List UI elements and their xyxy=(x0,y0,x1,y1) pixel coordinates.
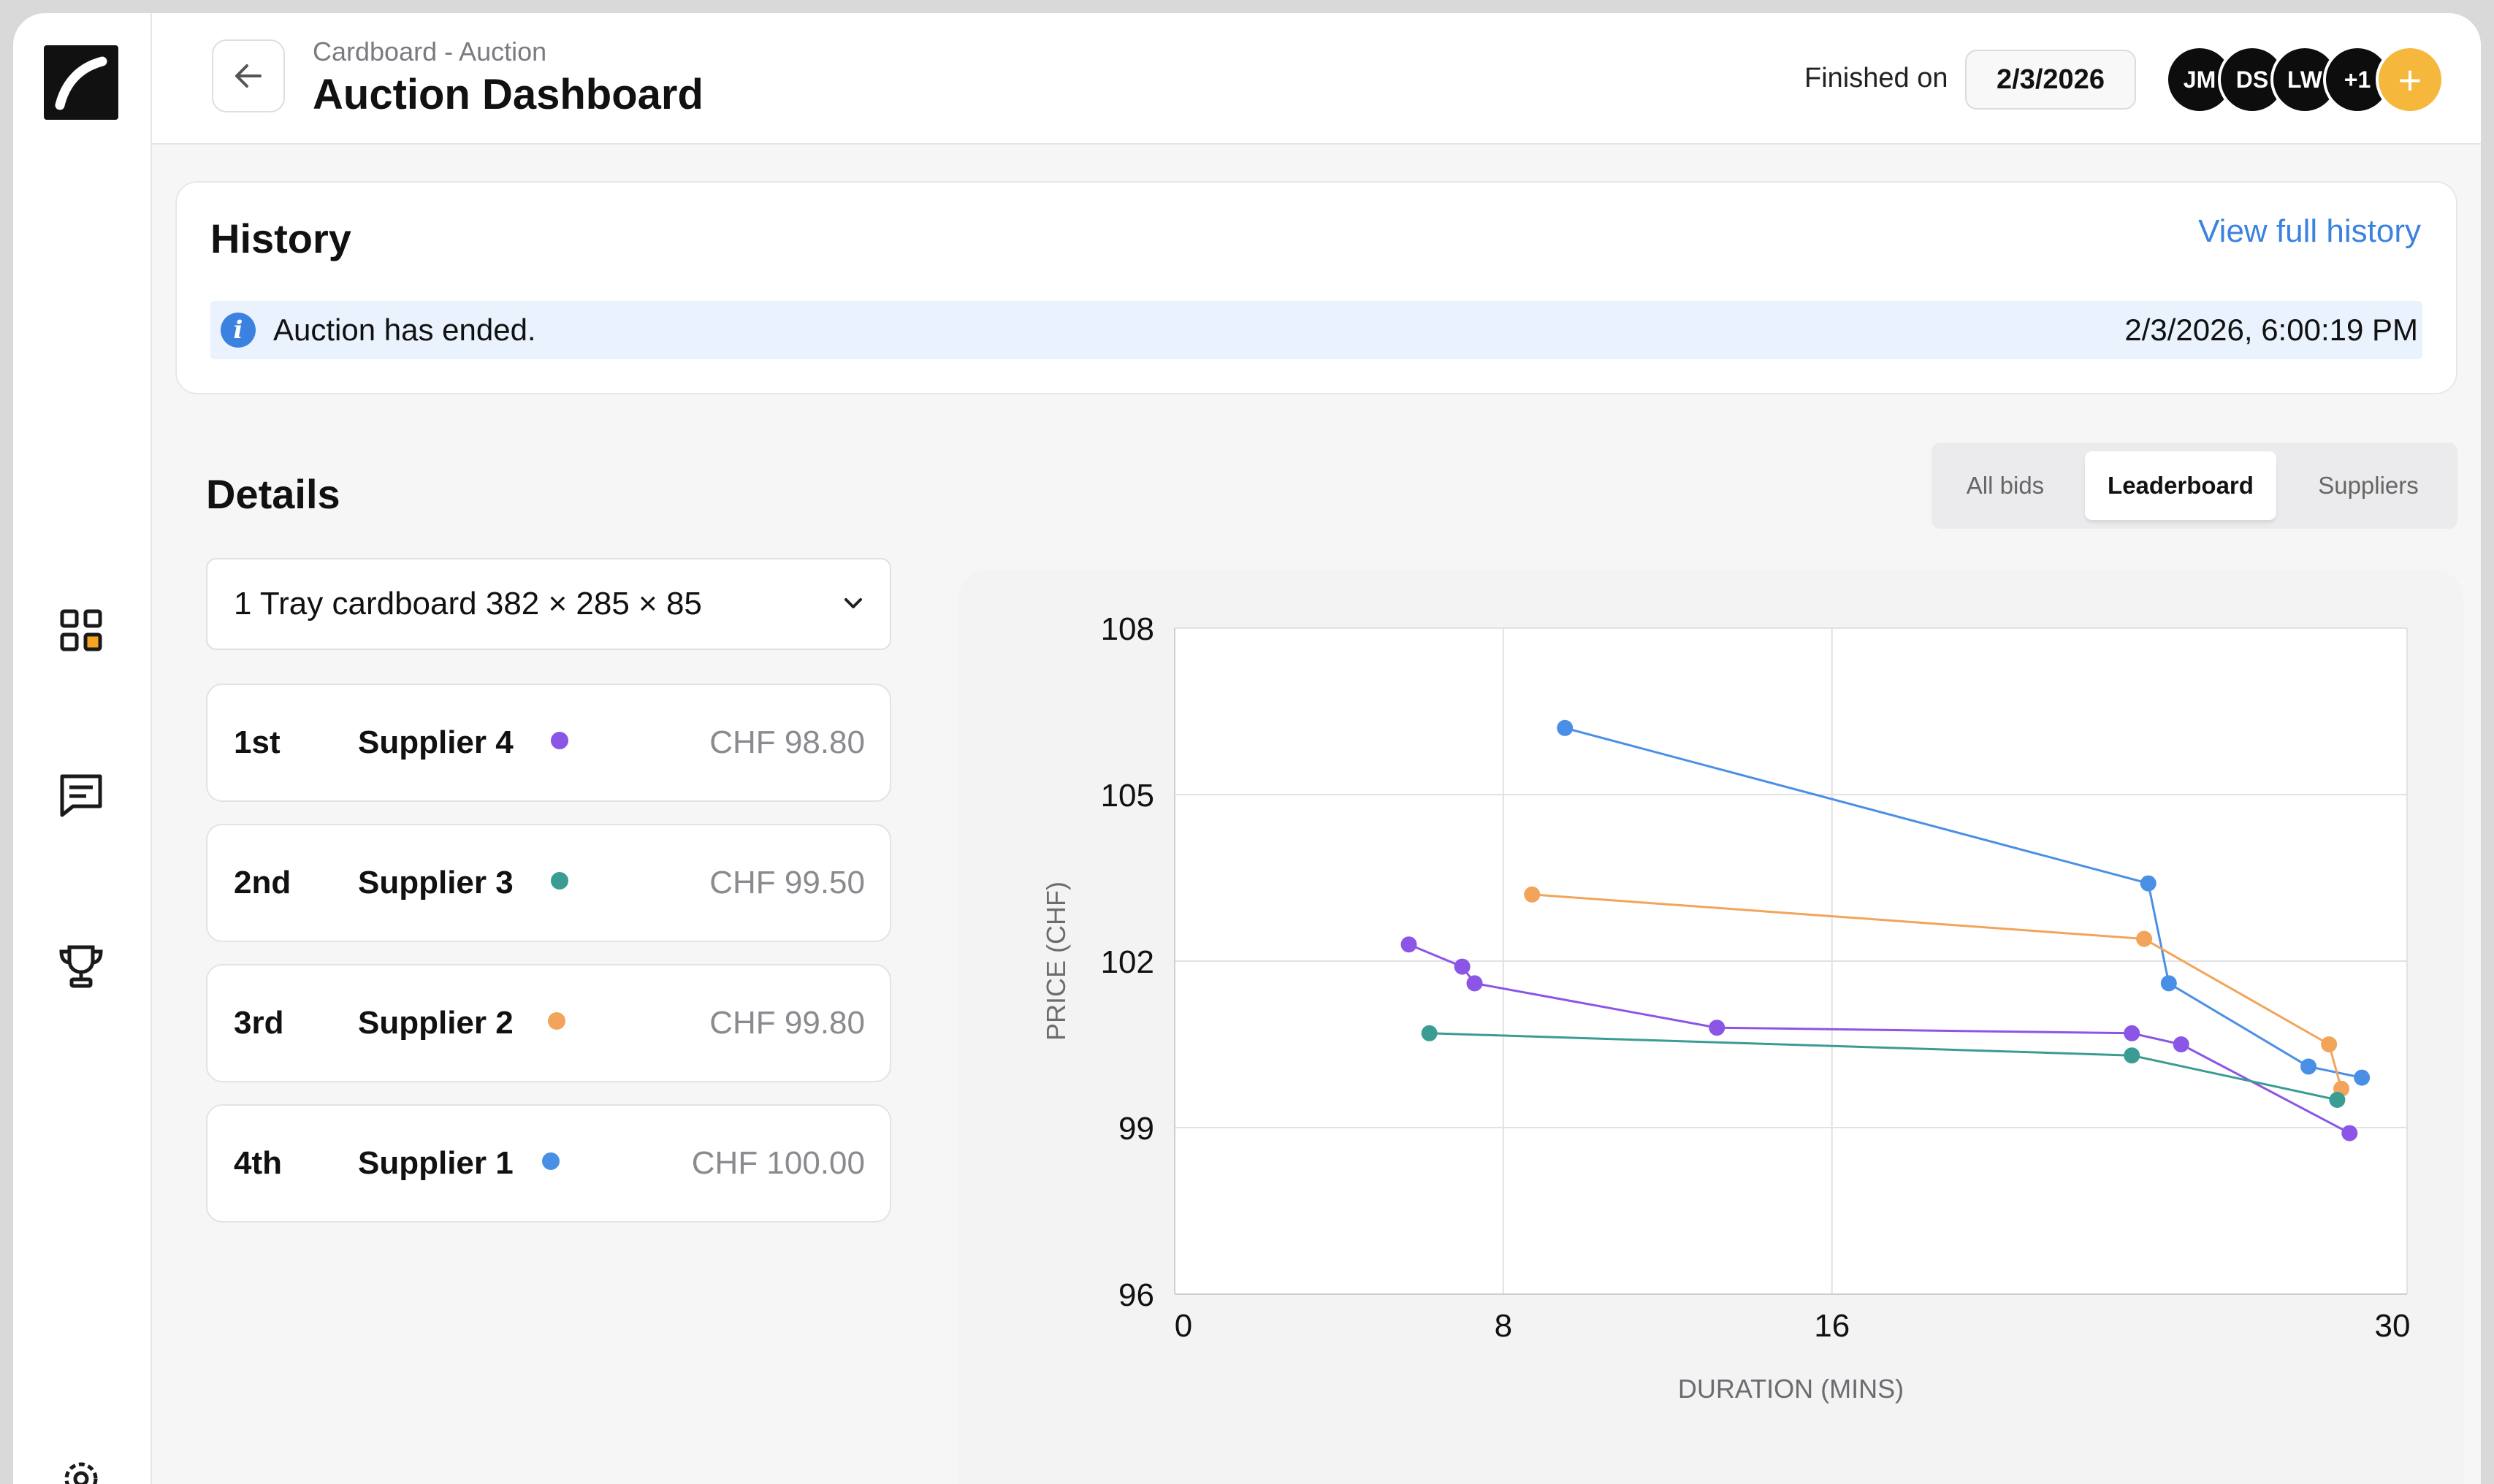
supplier-color-dot xyxy=(548,1012,565,1030)
back-button[interactable] xyxy=(212,39,285,112)
page-title: Auction Dashboard xyxy=(313,71,703,118)
supplier-color-dot xyxy=(542,1152,560,1170)
bid-point xyxy=(2124,1025,2140,1041)
supplier-name: Supplier 1 xyxy=(358,1145,514,1181)
tab-all-bids[interactable]: All bids xyxy=(1966,472,2045,499)
product-select-value: 1 Tray cardboard 382 × 285 × 85 xyxy=(234,586,702,621)
bid-point xyxy=(2300,1058,2317,1075)
dashboard-grid-icon xyxy=(60,609,102,651)
supplier-name: Supplier 3 xyxy=(358,865,514,900)
x-axis-label: DURATION (MINS) xyxy=(1678,1374,1904,1404)
leaderboard-row[interactable]: 4th Supplier 1 CHF 100.00 xyxy=(206,1104,891,1223)
y-tick-label: 102 xyxy=(1101,944,1154,980)
bid-point xyxy=(2140,875,2156,892)
product-select[interactable]: 1 Tray cardboard 382 × 285 × 85 xyxy=(206,558,891,650)
bid-point xyxy=(1524,886,1541,903)
finished-date: 2/3/2026 xyxy=(1965,50,2136,110)
y-tick-label: 108 xyxy=(1101,611,1154,647)
details-title: Details xyxy=(206,471,340,517)
finished-on-label: Finished on xyxy=(1804,63,1948,93)
sidebar-item-settings[interactable] xyxy=(51,1449,111,1484)
history-title: History xyxy=(210,215,351,261)
tab-suppliers[interactable]: Suppliers xyxy=(2318,472,2419,499)
x-tick-label: 0 xyxy=(1175,1308,1192,1344)
y-tick-label: 96 xyxy=(1118,1277,1154,1313)
avatar-more[interactable]: +1 xyxy=(2323,45,2392,114)
x-tick-label: 16 xyxy=(1814,1308,1850,1344)
bid-point xyxy=(1454,958,1471,975)
x-tick-label: 30 xyxy=(2375,1308,2411,1344)
sidebar-item-leaderboard[interactable] xyxy=(51,936,111,996)
y-axis-label: PRICE (CHF) xyxy=(1041,881,1071,1041)
bid-price: CHF 98.80 xyxy=(709,724,865,760)
leaderboard-row[interactable]: 2nd Supplier 3 CHF 99.50 xyxy=(206,824,891,942)
bid-chart-panel: 108 105 102 99 96 0 8 16 30 DURATION (MINS) PRICE … xyxy=(958,570,2463,1484)
supplier-color-dot xyxy=(551,872,568,890)
bid-point xyxy=(1709,1020,1725,1036)
history-card: History View full history i Auction has … xyxy=(175,181,2457,394)
breadcrumb[interactable]: Cardboard - Auction xyxy=(313,37,547,66)
bid-point xyxy=(2136,930,2153,947)
sidebar xyxy=(13,13,152,1484)
trophy-icon xyxy=(59,945,103,988)
leaderboard-row[interactable]: 1st Supplier 4 CHF 98.80 xyxy=(206,684,891,802)
bid-point xyxy=(2173,1036,2189,1052)
app-window: Cardboard - Auction Auction Dashboard Fi… xyxy=(13,13,2481,1484)
supplier-color-dot xyxy=(551,732,568,749)
logo-mark-icon xyxy=(55,56,107,110)
message-icon xyxy=(60,774,102,817)
arrow-left-icon xyxy=(235,64,262,88)
bid-point xyxy=(2329,1092,2346,1108)
bid-point xyxy=(1557,719,1574,736)
rank-position: 4th xyxy=(234,1145,282,1181)
bid-point xyxy=(2341,1125,2358,1141)
y-tick-label: 99 xyxy=(1118,1111,1154,1147)
top-bar: Cardboard - Auction Auction Dashboard Fi… xyxy=(152,13,2481,145)
bid-history-chart: 108 105 102 99 96 0 8 16 30 DURATION (MINS) PRICE … xyxy=(1041,611,2411,1404)
rank-position: 3rd xyxy=(234,1005,284,1041)
bid-price: CHF 99.80 xyxy=(709,1005,865,1041)
bid-point xyxy=(1466,975,1483,992)
x-tick-label: 8 xyxy=(1495,1308,1512,1344)
auction-status-banner: i Auction has ended. 2/3/2026, 6:00:19 P… xyxy=(210,301,2422,359)
chevron-down-icon xyxy=(844,598,862,608)
view-full-history-link[interactable]: View full history xyxy=(2198,213,2421,249)
settings-gear-icon xyxy=(64,1462,98,1484)
add-participant-button[interactable]: + xyxy=(2376,45,2444,114)
status-message: Auction has ended. xyxy=(273,313,536,347)
supplier-name: Supplier 4 xyxy=(358,724,514,760)
bid-point xyxy=(2354,1069,2371,1086)
supplier-name: Supplier 2 xyxy=(358,1005,514,1041)
bid-point xyxy=(2160,975,2177,992)
sidebar-item-dashboard[interactable] xyxy=(51,600,111,660)
status-timestamp: 2/3/2026, 6:00:19 PM xyxy=(2124,313,2418,347)
bid-price: CHF 100.00 xyxy=(691,1145,865,1181)
rank-position: 1st xyxy=(234,724,281,760)
bid-point xyxy=(2124,1047,2140,1064)
leaderboard-row[interactable]: 3rd Supplier 2 CHF 99.80 xyxy=(206,964,891,1082)
tab-leaderboard[interactable]: Leaderboard xyxy=(2085,451,2276,520)
series-line xyxy=(1532,893,2343,1090)
y-tick-label: 105 xyxy=(1101,778,1154,814)
sidebar-item-messages[interactable] xyxy=(51,765,111,825)
view-tabs: All bids Leaderboard Suppliers xyxy=(1931,443,2457,529)
brand-logo[interactable] xyxy=(44,45,118,120)
info-icon: i xyxy=(221,313,256,348)
bid-point xyxy=(1421,1025,1438,1041)
bid-price: CHF 99.50 xyxy=(709,865,865,900)
bid-point xyxy=(2321,1036,2338,1052)
bid-point xyxy=(1400,936,1417,953)
rank-position: 2nd xyxy=(234,865,291,900)
